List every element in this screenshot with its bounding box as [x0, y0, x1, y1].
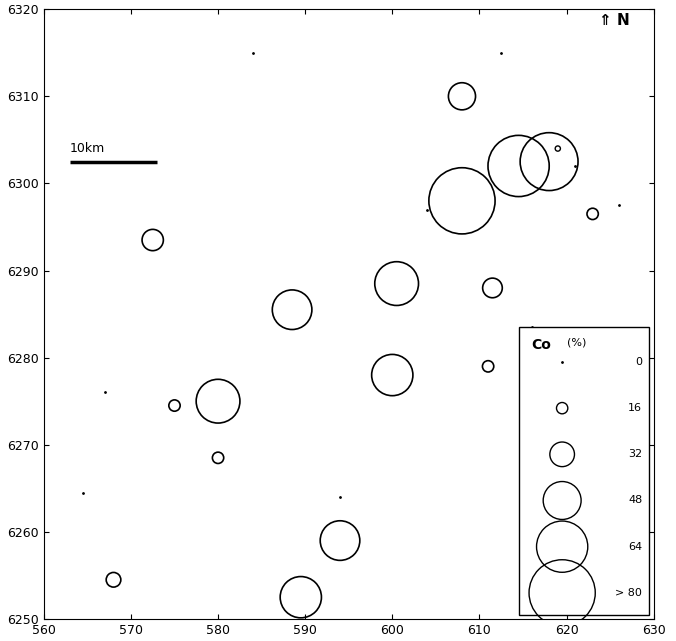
Text: 48: 48 [628, 495, 642, 506]
Text: Co: Co [531, 338, 552, 352]
Text: > 80: > 80 [615, 588, 642, 598]
Text: 10km: 10km [70, 142, 105, 154]
Text: 0: 0 [635, 357, 642, 367]
Text: (%): (%) [566, 338, 586, 347]
Text: ⇑ N: ⇑ N [599, 13, 630, 28]
Text: 64: 64 [628, 542, 642, 552]
Text: 16: 16 [628, 403, 642, 413]
Bar [518, 327, 649, 615]
Text: 32: 32 [628, 449, 642, 460]
